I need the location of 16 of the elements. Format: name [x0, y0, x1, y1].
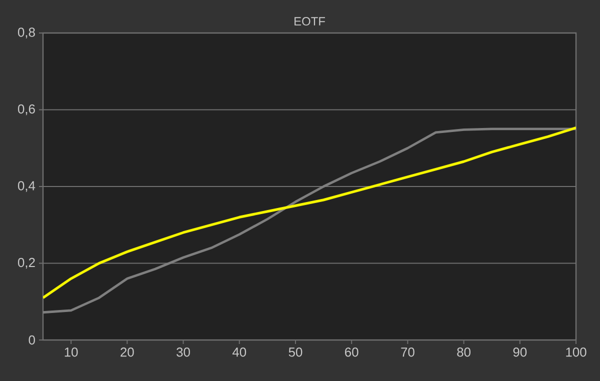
- x-tick-label: 10: [64, 348, 78, 357]
- y-tick-label: 0: [28, 335, 35, 345]
- x-tick-label: 30: [176, 348, 190, 357]
- x-tick-label: 70: [401, 348, 414, 357]
- y-tick-label: 0,8: [18, 28, 35, 38]
- x-tick-label: 50: [288, 348, 302, 357]
- x-tick-label: 100: [566, 348, 586, 357]
- chart-title: EOTF: [294, 17, 325, 26]
- x-tick-label: 60: [345, 348, 358, 357]
- y-tick-label: 0,4: [18, 181, 36, 192]
- x-tick-label: 40: [232, 348, 246, 357]
- x-tick-label: 20: [120, 348, 134, 357]
- y-tick-label: 0,6: [18, 104, 35, 116]
- x-tick-label: 80: [457, 348, 470, 357]
- y-tick-label: 0,2: [18, 258, 35, 269]
- x-tick-label: 90: [513, 348, 527, 357]
